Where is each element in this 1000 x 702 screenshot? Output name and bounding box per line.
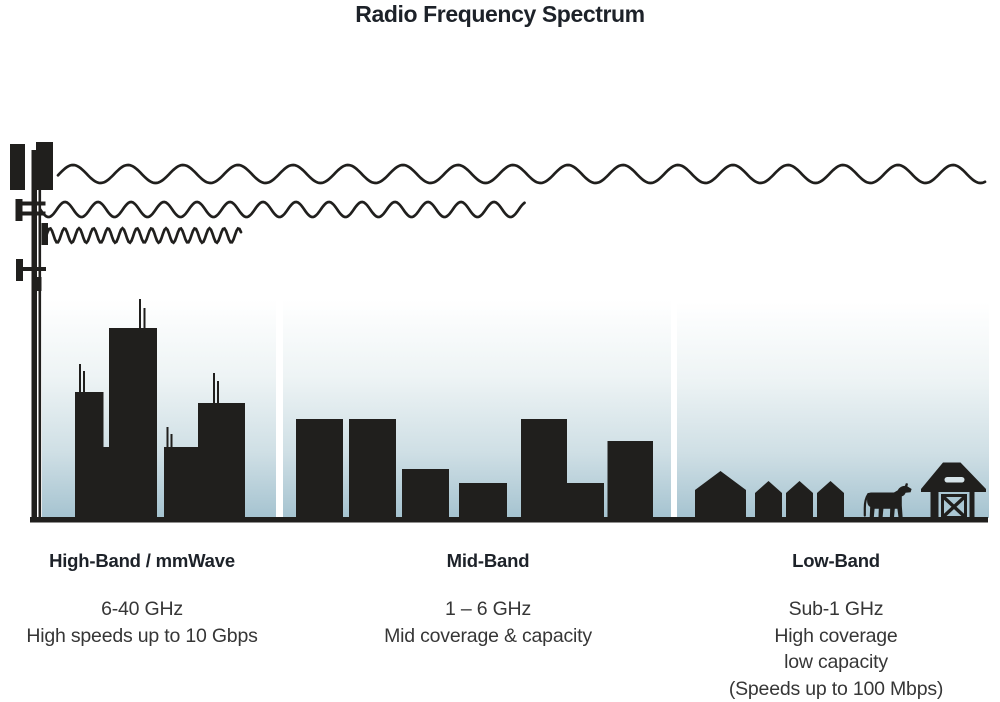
mid-building-3: [402, 469, 449, 520]
skyscraper-1: [75, 392, 104, 520]
high-band-label-block: High-Band / mmWave 6-40 GHz High speeds …: [22, 551, 262, 649]
low-band-name: Low-Band: [706, 551, 966, 571]
mid-building-2: [349, 419, 396, 520]
radio-waves-icon: [40, 165, 985, 243]
mid-band-name: Mid-Band: [368, 551, 608, 571]
high-band-name: High-Band / mmWave: [22, 551, 262, 571]
tower-crossbar-3: [16, 267, 46, 271]
skyscraper-3: [164, 447, 198, 520]
mid-band-frequency-range: 1 – 6 GHz: [368, 596, 608, 623]
tower-stub: [37, 277, 42, 291]
tower-small-antenna: [42, 223, 49, 245]
mid-building-5-annex: [567, 483, 604, 520]
skyscraper-link: [103, 447, 110, 520]
low-band-description-coverage: High coverage: [706, 623, 966, 650]
barn-vent: [945, 477, 965, 483]
low-band-frequency-range: Sub-1 GHz: [706, 596, 966, 623]
mid-band-description: Mid coverage & capacity: [368, 623, 608, 650]
tower-antenna-panel-right: [36, 142, 53, 190]
high-band-short-wave: [46, 228, 241, 242]
mid-band-label-block: Mid-Band 1 – 6 GHz Mid coverage & capaci…: [368, 551, 608, 649]
low-band-long-wave: [58, 165, 985, 183]
skyscraper-4: [198, 403, 245, 520]
tower-crossbar-1: [16, 202, 46, 206]
skyscraper-2-tallest: [109, 328, 157, 520]
tower-crossbar-2: [16, 212, 46, 216]
ground-line: [30, 517, 988, 523]
low-band-label-block: Low-Band Sub-1 GHz High coverage low cap…: [706, 551, 966, 702]
mid-building-6: [608, 441, 654, 520]
low-band-description-capacity: low capacity: [706, 649, 966, 676]
mid-building-4: [459, 483, 507, 520]
spectrum-illustration: [0, 0, 1000, 540]
tower-antenna-panel-left: [10, 144, 25, 190]
high-band-description: High speeds up to 10 Gbps: [22, 623, 262, 650]
mid-building-1: [296, 419, 343, 520]
mid-building-5: [521, 419, 567, 520]
low-band-description-speed: (Speeds up to 100 Mbps): [706, 676, 966, 702]
mid-band-medium-wave: [40, 202, 525, 217]
high-band-frequency-range: 6-40 GHz: [22, 596, 262, 623]
